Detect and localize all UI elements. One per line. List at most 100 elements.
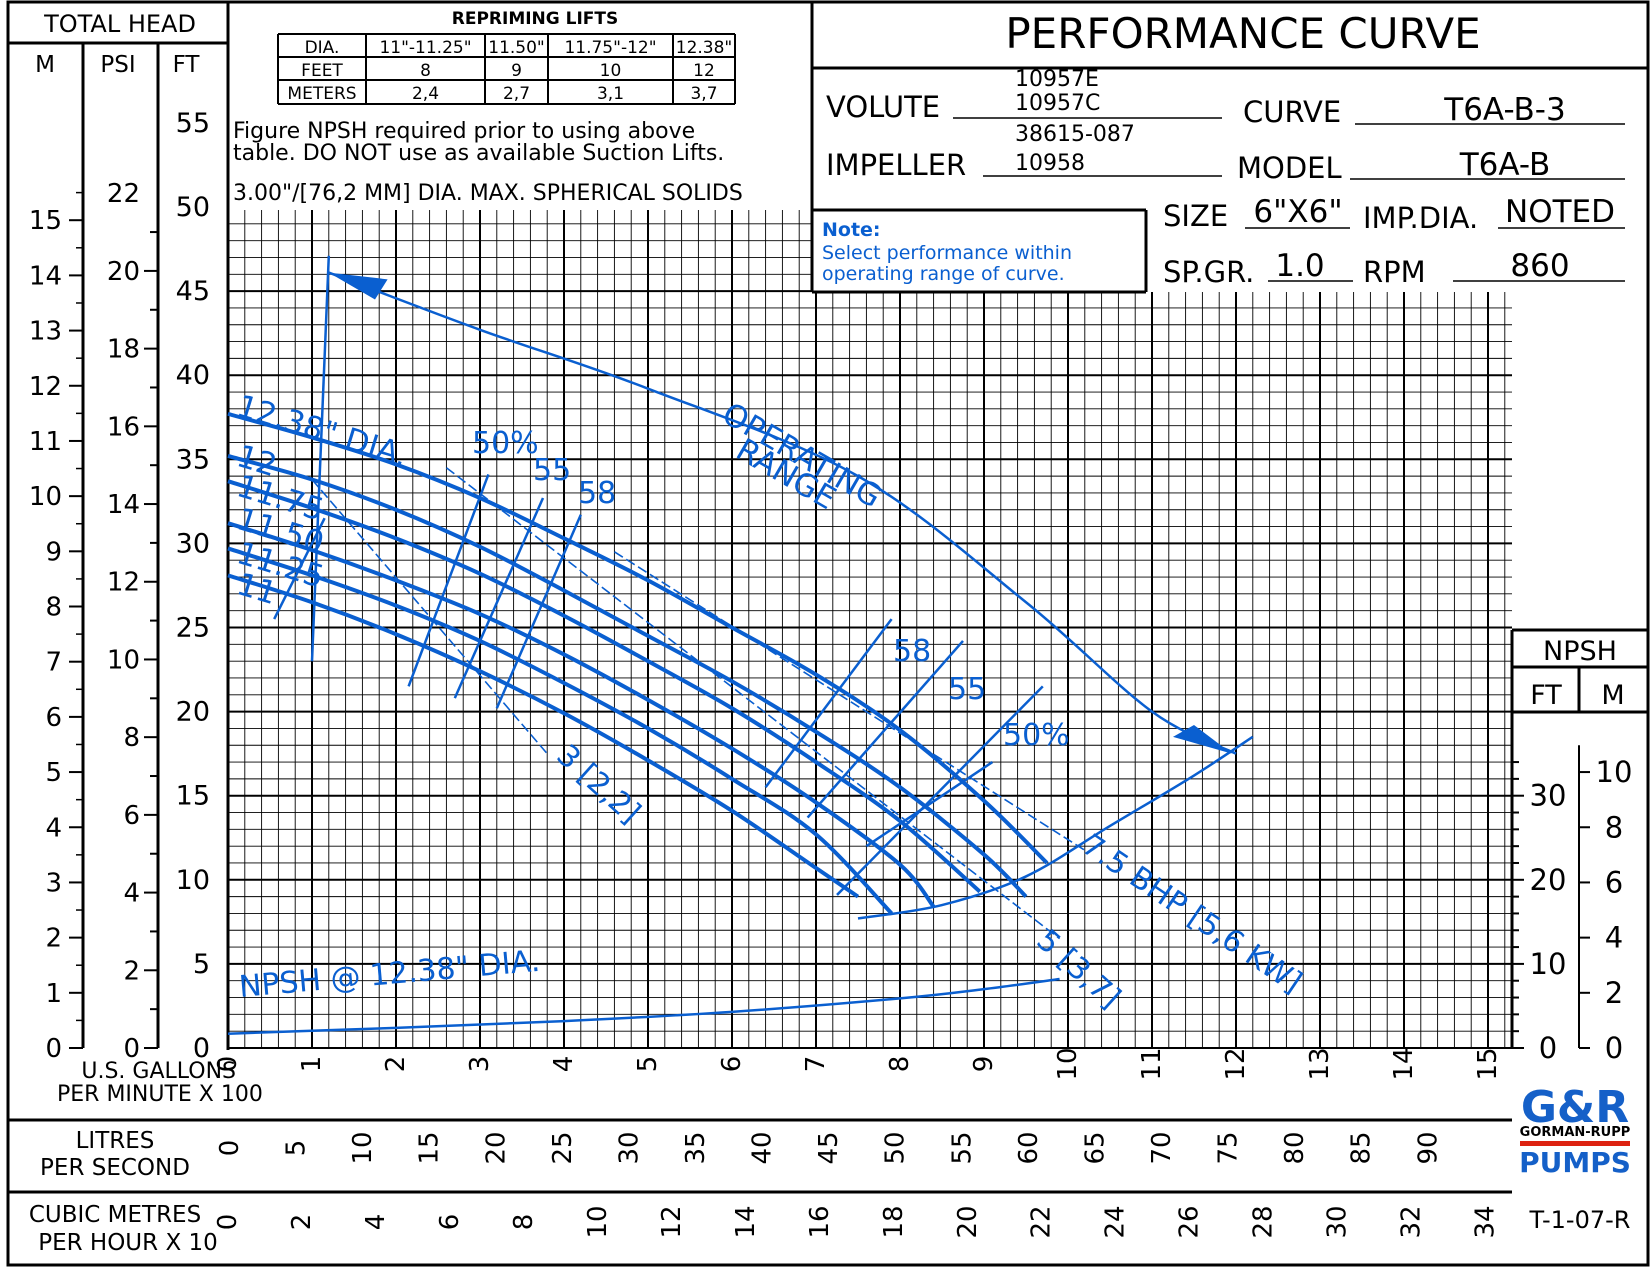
x-tick-gpm: 5	[633, 1056, 663, 1073]
arrow-bottom	[1173, 725, 1232, 754]
y-tick-m: 2	[45, 924, 62, 954]
npsh-m-tick: 6	[1605, 865, 1623, 899]
lps-label-1: LITRES	[76, 1128, 155, 1154]
repriming-cell: 11"-11.25"	[379, 38, 471, 58]
x-tick-cmh: 34	[1471, 1205, 1501, 1238]
y-tick-ft: 20	[176, 697, 210, 728]
repriming-note-2: table. DO NOT use as available Suction L…	[233, 141, 724, 166]
impdia-value: NOTED	[1505, 194, 1615, 230]
x-tick-cmh: 0	[213, 1214, 243, 1231]
repriming-cell: 2,4	[412, 84, 439, 104]
impdia-label: IMP.DIA.	[1363, 201, 1478, 235]
eff-left	[273, 517, 326, 620]
y-tick-ft: 50	[176, 192, 210, 223]
eff-label-50-bottom: 50%	[1003, 718, 1070, 753]
x-tick-lps: 50	[881, 1131, 911, 1164]
eff-label-58-top: 58	[578, 476, 616, 511]
x-tick-gpm: 4	[549, 1056, 579, 1073]
bhp-5-line	[445, 467, 1061, 940]
y-tick-psi: 22	[107, 179, 140, 209]
eff-58-top	[495, 514, 582, 709]
end-of-curve-line	[857, 735, 1254, 920]
x-tick-cmh: 32	[1397, 1205, 1427, 1238]
y-tick-ft: 25	[176, 613, 210, 644]
logo-company: GORMAN-RUPP	[1520, 1125, 1631, 1140]
y-tick-m: 12	[29, 372, 62, 402]
hidden	[329, 273, 1266, 744]
x-tick-lps: 60	[1014, 1131, 1044, 1164]
ft-label: FT	[173, 52, 201, 78]
total-head-label: TOTAL HEAD	[43, 10, 196, 38]
y-tick-ft: 30	[176, 528, 210, 559]
x-tick-cmh: 18	[879, 1205, 909, 1238]
repriming-cell: 2,7	[503, 84, 530, 104]
y-tick-ft: 55	[176, 108, 210, 139]
note-line-1: Select performance within	[822, 242, 1072, 264]
x-tick-lps: 70	[1147, 1131, 1177, 1164]
npsh-m-tick: 0	[1605, 1031, 1623, 1065]
arrow-top	[328, 272, 388, 300]
psi-label: PSI	[100, 52, 135, 78]
head-curve-2	[227, 479, 982, 894]
eff-50-bottom	[836, 685, 1044, 896]
x-tick-lps: 30	[614, 1131, 644, 1164]
volute-value-3: 38615-087	[1015, 122, 1135, 147]
repriming-cell: 9	[511, 61, 522, 81]
x-tick-gpm: 2	[381, 1056, 411, 1073]
y-tick-psi: 6	[123, 801, 140, 831]
gpm-label-2: PER MINUTE X 100	[57, 1082, 263, 1107]
npsh-m-tick: 4	[1605, 921, 1623, 955]
x-tick-cmh: 30	[1323, 1205, 1353, 1238]
model-label: MODEL	[1237, 151, 1342, 185]
curve-value: T6A-B-3	[1443, 92, 1565, 128]
npsh-label: NPSH	[1543, 636, 1617, 667]
x-tick-gpm: 14	[1389, 1047, 1419, 1080]
chart-grid	[227, 210, 1512, 1049]
spgr-value: 1.0	[1275, 248, 1324, 284]
y-tick-psi: 0	[123, 1034, 140, 1064]
repriming-cell: 11.50"	[488, 38, 545, 58]
x-tick-gpm: 12	[1221, 1047, 1251, 1080]
eff-58-bottom	[764, 618, 893, 789]
impeller-value: 10958	[1015, 151, 1085, 176]
x-tick-gpm: 9	[969, 1056, 999, 1073]
repriming-cell: 3,1	[597, 84, 624, 104]
gpm-label-1: U.S. GALLONS	[81, 1059, 236, 1084]
y-tick-m: 7	[45, 648, 62, 678]
gorman-rupp-logo: G&R GORMAN-RUPP PUMPS	[1519, 1082, 1631, 1179]
x-tick-cmh: 22	[1027, 1205, 1057, 1238]
x-tick-lps: 35	[681, 1131, 711, 1164]
x-tick-lps: 55	[947, 1131, 977, 1164]
npsh-ft-tick: 0	[1539, 1031, 1557, 1065]
eff-extra-1	[865, 761, 994, 848]
y-tick-psi: 16	[107, 412, 140, 442]
x-tick-lps: 40	[748, 1131, 778, 1164]
y-tick-ft: 40	[176, 360, 210, 391]
x-tick-lps: 65	[1080, 1131, 1110, 1164]
y-tick-psi: 4	[123, 879, 140, 909]
note-line-2: operating range of curve.	[822, 263, 1065, 285]
repriming-cell: METERS	[287, 84, 356, 104]
y-tick-psi: 2	[123, 956, 140, 986]
x-tick-cmh: 14	[731, 1205, 761, 1238]
note-title: Note:	[822, 219, 881, 241]
impeller-label: IMPELLER	[826, 148, 966, 182]
logo-pumps: PUMPS	[1519, 1146, 1631, 1179]
logo-mark: G&R	[1521, 1082, 1629, 1133]
npsh-m-label: M	[1601, 680, 1624, 711]
bhp-7-5-line	[613, 551, 1090, 854]
y-tick-ft: 15	[176, 781, 210, 812]
x-tick-gpm: 15	[1473, 1047, 1503, 1080]
npsh-m-tick: 10	[1596, 755, 1633, 789]
x-tick-cmh: 12	[657, 1205, 687, 1238]
y-tick-ft: 0	[193, 1033, 210, 1064]
y-tick-m: 14	[29, 261, 62, 291]
y-tick-m: 8	[45, 593, 62, 623]
x-tick-lps: 75	[1214, 1131, 1244, 1164]
x-tick-lps: 0	[215, 1140, 245, 1157]
y-tick-ft: 10	[176, 865, 210, 896]
x-tick-lps: 90	[1413, 1131, 1443, 1164]
head-curve-5	[227, 573, 860, 899]
y-tick-psi: 12	[107, 568, 140, 598]
